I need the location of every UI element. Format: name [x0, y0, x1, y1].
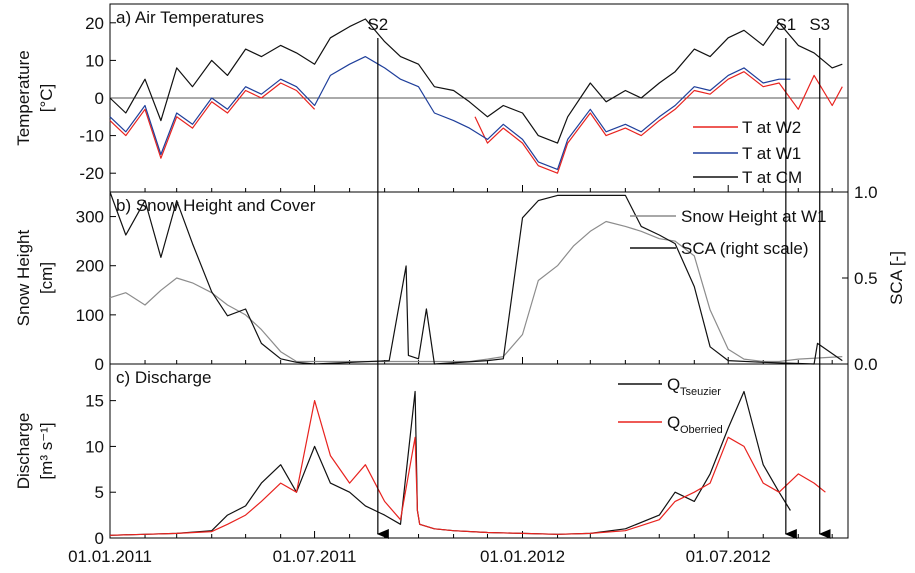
y-tick-label: 200	[76, 257, 104, 276]
legend-label: Snow Height at W1	[681, 207, 827, 226]
y2-tick-label: 1.0	[854, 183, 878, 202]
legend-label: T at CM	[742, 168, 802, 187]
event-label-s3: S3	[809, 15, 830, 34]
panel-title: c) Discharge	[116, 368, 211, 387]
y-tick-label: -10	[79, 127, 104, 146]
legend-label: SCA (right scale)	[681, 239, 809, 258]
y-tick-label: 0	[95, 355, 104, 374]
x-tick-label: 01.01.2011	[68, 547, 152, 566]
y-axis-unit: [°C]	[37, 84, 56, 113]
y-tick-label: 0	[95, 89, 104, 108]
y-tick-label: 0	[95, 529, 104, 548]
y-axis-unit: [cm]	[37, 262, 56, 294]
panel-1: 0 100 200 300 0.0 0.5 1.0 SCA [-] Snow Height [cm…	[14, 183, 906, 374]
y-tick-label: 5	[95, 483, 104, 502]
y2-tick-label: 0.5	[854, 269, 878, 288]
x-tick-label: 01.01.2012	[480, 547, 565, 566]
series-line-0	[109, 390, 791, 536]
x-tick-label: 01.07.2011	[273, 547, 357, 566]
y-axis-label: Snow Height	[14, 230, 33, 327]
panel-0: -20 -10 0 10 20 Temperature [°C] a) Air Tempera…	[14, 3, 849, 193]
series-line-0	[109, 82, 316, 159]
y-tick-label: 15	[85, 392, 104, 411]
legend-subscript: Tseuzier	[680, 386, 721, 398]
x-tick-label: 01.07.2012	[686, 547, 771, 566]
y-tick-label: 100	[76, 306, 104, 325]
legend-label: Q	[667, 413, 680, 432]
legend-subscript: Oberried	[680, 424, 723, 436]
y-axis-label: Temperature	[14, 50, 33, 145]
legend-label: T at W1	[742, 144, 801, 163]
panel-title: b) Snow Height and Cover	[116, 196, 316, 215]
y2-axis-label: SCA [-]	[887, 251, 906, 305]
panel-title: a) Air Temperatures	[116, 8, 264, 27]
y-tick-label: -20	[79, 164, 104, 183]
y2-tick-label: 0.0	[854, 355, 878, 374]
legend-label: Q	[667, 375, 680, 394]
y-tick-label: 20	[85, 14, 104, 33]
y-tick-label: 10	[85, 437, 104, 456]
y-tick-label: 300	[76, 208, 104, 227]
legend-label: T at W2	[742, 118, 801, 137]
series-line-2	[109, 55, 791, 170]
y-tick-label: 10	[85, 51, 104, 70]
series-line-1	[109, 191, 843, 365]
event-label-s2: S2	[367, 15, 388, 34]
panel-frame	[109, 363, 849, 539]
event-label-s1: S1	[775, 15, 796, 34]
series-line-1	[109, 400, 826, 536]
series-line-3	[109, 18, 843, 144]
y-axis-unit: [m³ s⁻¹]	[37, 422, 56, 479]
y-axis-label: Discharge	[14, 413, 33, 490]
series-line-0	[109, 220, 843, 363]
